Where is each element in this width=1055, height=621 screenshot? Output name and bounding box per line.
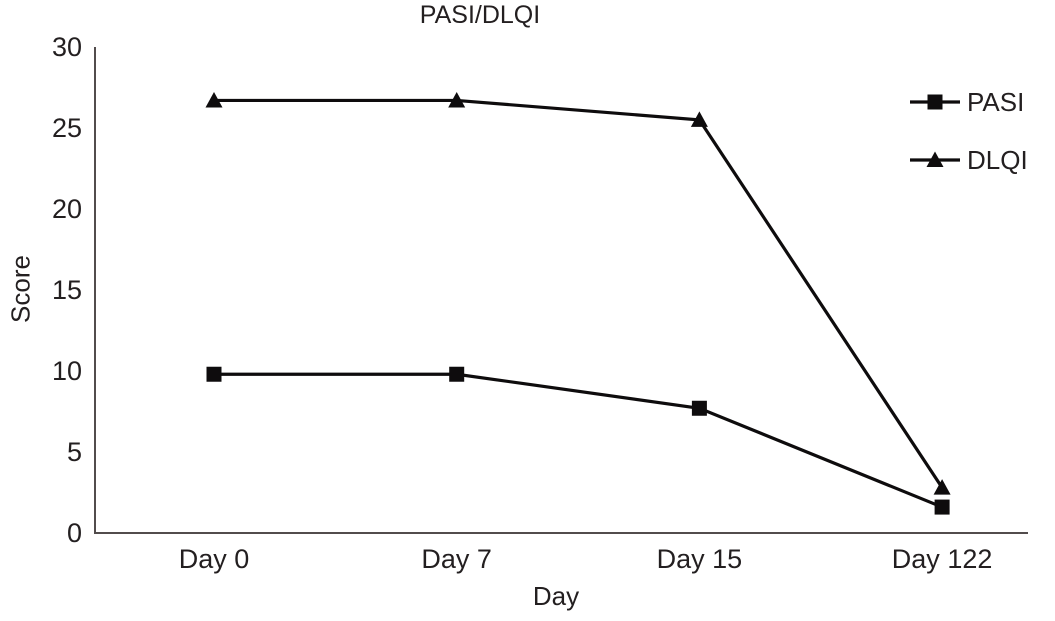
dlqi-series-line <box>214 98 944 489</box>
y-tick-label: 0 <box>66 518 82 548</box>
dlqi-data-point <box>448 91 466 108</box>
pasi-series-line <box>214 372 943 509</box>
y-tick-label: 15 <box>51 275 82 305</box>
x-tick-label: Day 15 <box>656 544 743 574</box>
y-tick-label: 30 <box>51 32 82 62</box>
pasi-data-point <box>934 499 950 515</box>
x-tick-label: Day 7 <box>421 544 492 574</box>
y-tick-label: 25 <box>51 113 82 143</box>
pasi-data-point <box>206 366 222 382</box>
x-axis-label: Day <box>532 581 580 611</box>
legend-label-dlqi: DLQI <box>967 144 1028 175</box>
pasi-legend-glyph <box>927 94 943 110</box>
y-tick-label: 10 <box>51 356 82 386</box>
pasi-square-marker-icon <box>910 94 960 110</box>
dlqi-legend-glyph <box>926 151 944 167</box>
legend-item-dlqi: DLQI <box>910 144 1028 176</box>
y-tick-label: 20 <box>51 194 82 224</box>
dlqi-data-point <box>690 111 708 127</box>
legend: PASI DLQI <box>910 86 1028 202</box>
legend-item-pasi: PASI <box>910 86 1028 118</box>
x-tick-label: Day 122 <box>891 544 993 574</box>
dlqi-data-point <box>933 479 951 495</box>
pasi-data-point <box>449 366 465 382</box>
x-tick-label: Day 0 <box>178 544 250 574</box>
dlqi-data-point <box>205 91 223 108</box>
legend-label-pasi: PASI <box>967 86 1025 117</box>
dlqi-triangle-marker-icon <box>910 151 960 167</box>
pasi-data-point <box>691 400 707 416</box>
chart-title: PASI/DLQI <box>419 1 541 29</box>
y-tick-label: 5 <box>66 437 82 467</box>
